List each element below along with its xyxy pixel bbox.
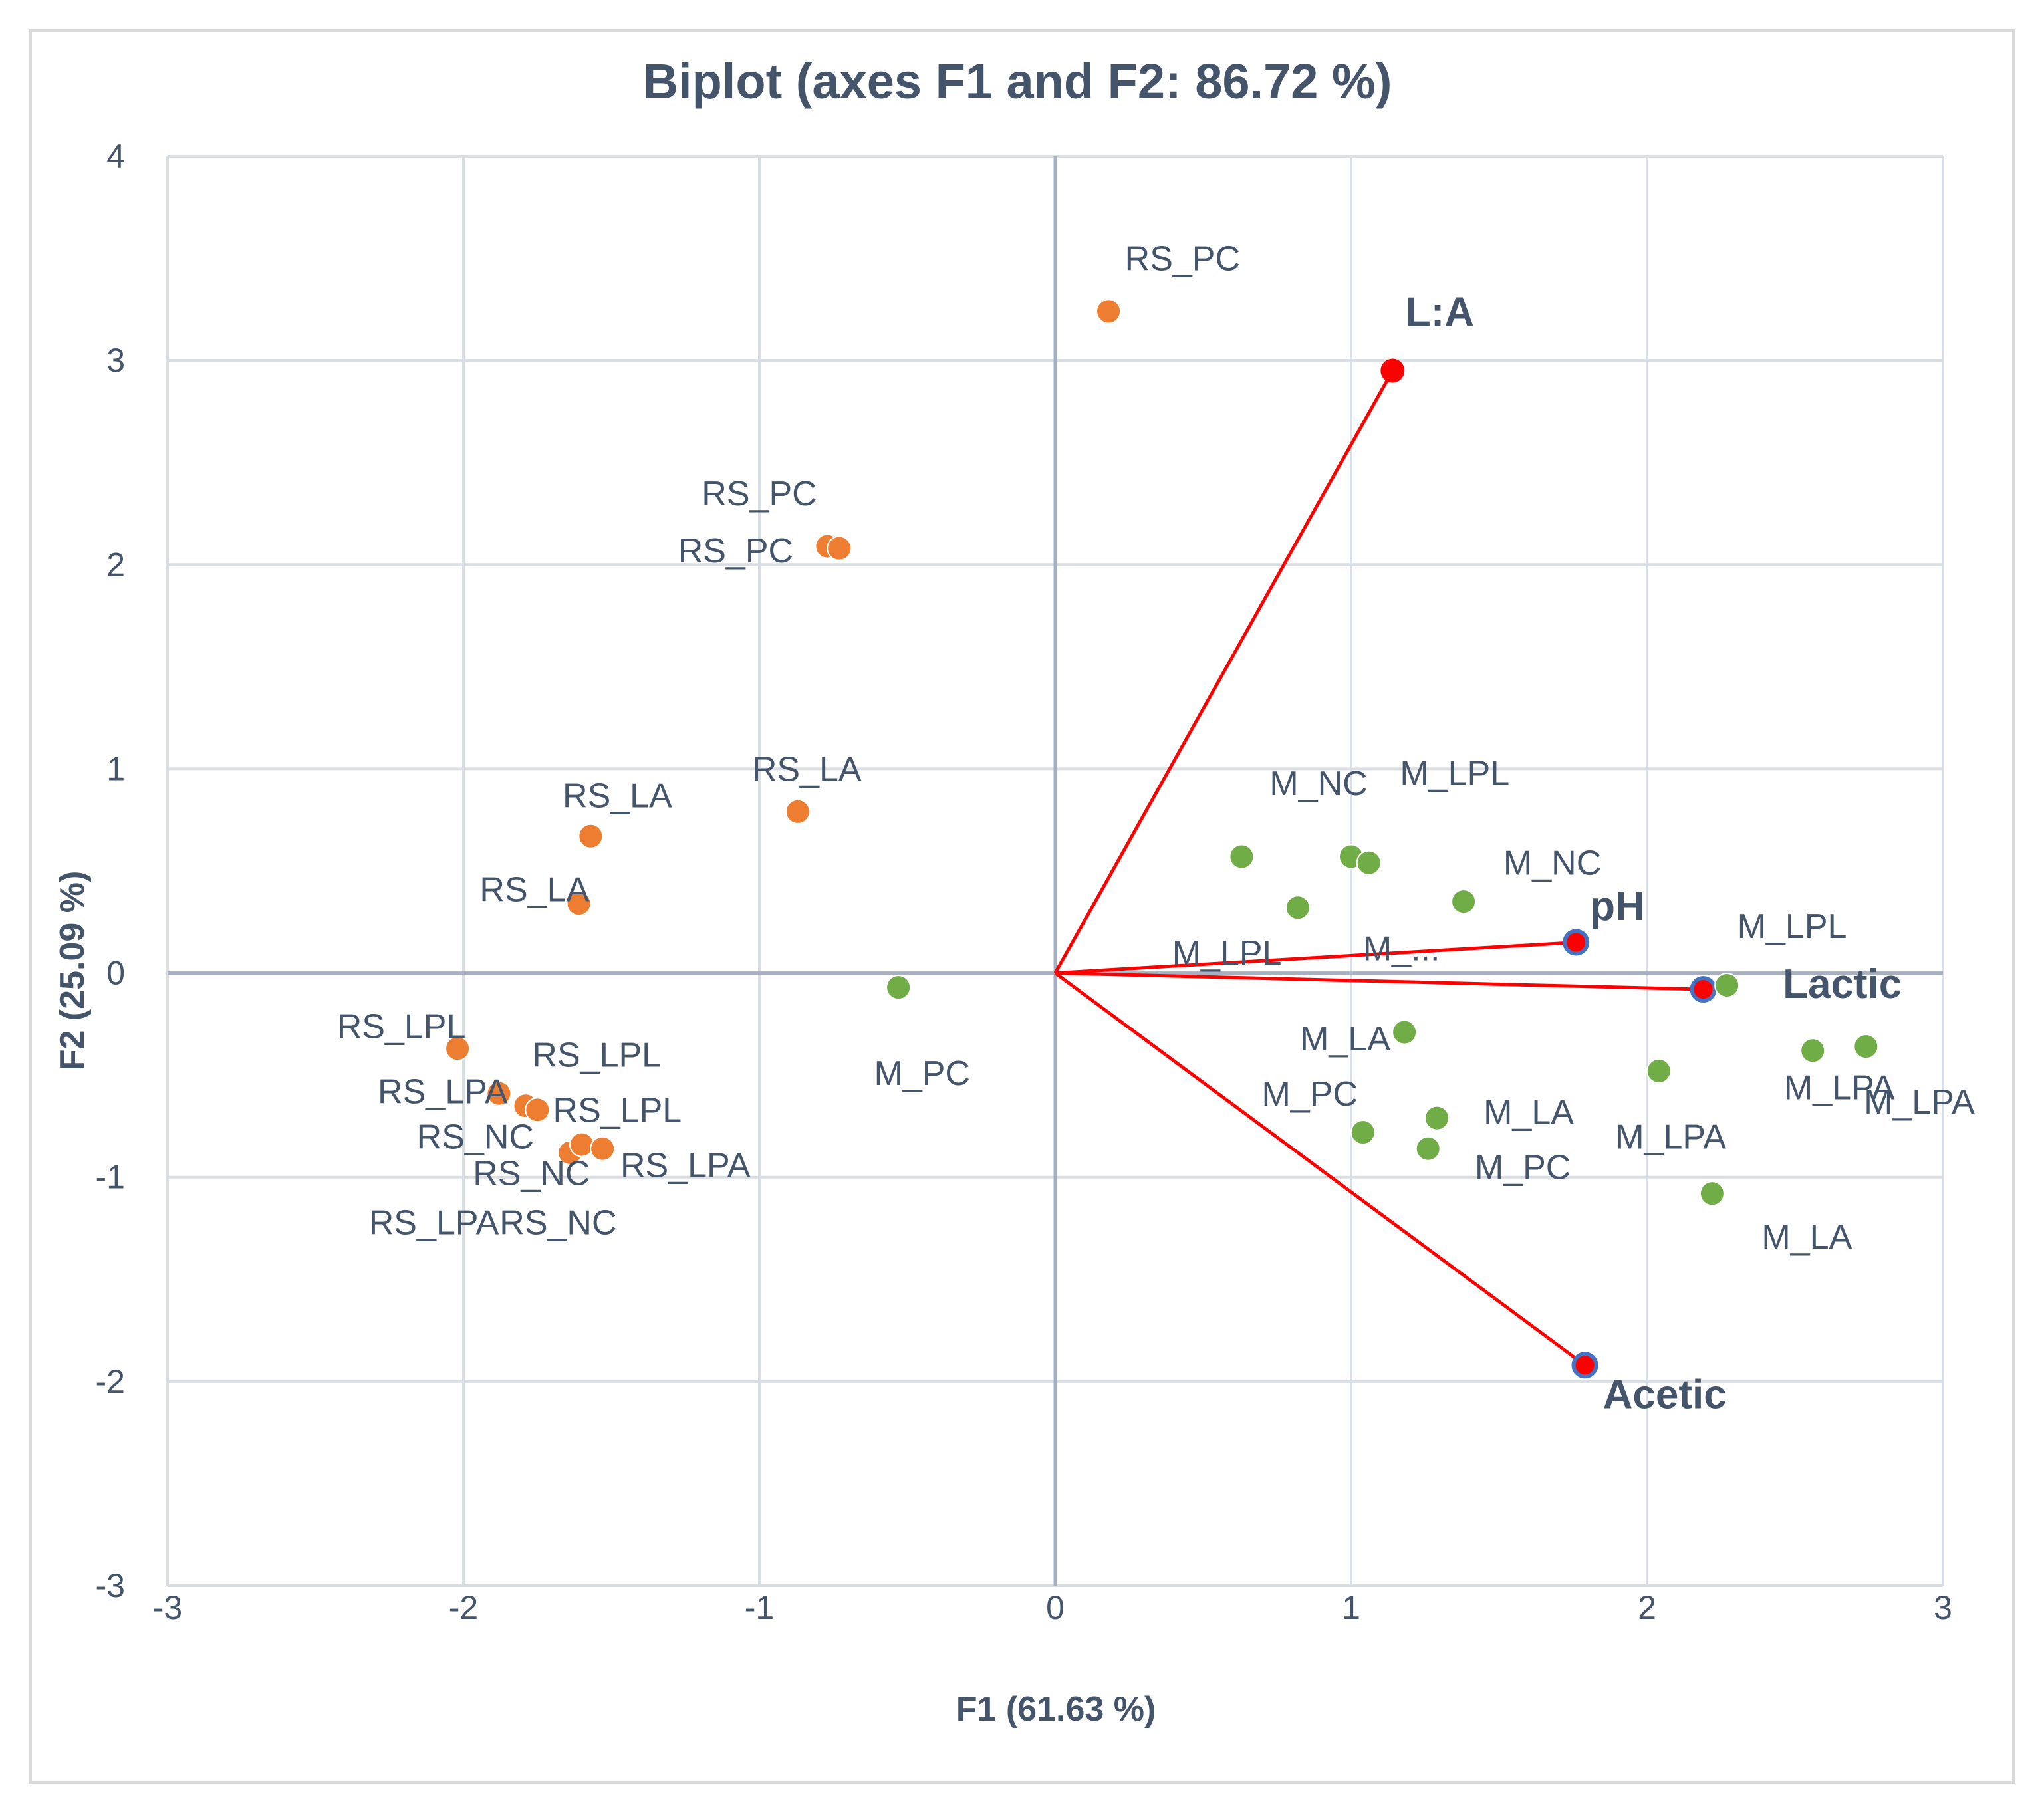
data-label: RS_PC [702,475,817,513]
y-axis-ticks: -3 -2 -1 0 1 2 3 4 [96,138,125,1604]
y-tick-label: 1 [106,750,125,787]
y-tick-label: 2 [106,546,125,583]
vector-label: L:A [1406,289,1474,335]
data-label: M_... [1363,930,1440,969]
x-tick-label: -1 [745,1589,774,1626]
y-tick-label: -3 [96,1567,125,1604]
data-point [1646,1058,1672,1084]
data-label: RS_LPL [553,1091,682,1130]
vector-label: pH [1590,884,1645,929]
data-point [1229,844,1255,870]
observation-points [445,299,1879,1207]
data-point [525,1097,551,1123]
vector-line [1053,370,1394,974]
data-label: M_LPL [1172,934,1282,973]
data-point [827,535,852,561]
data-label: M_PC [1261,1075,1357,1114]
vector-line [1055,941,1577,975]
vector-label: Acetic [1603,1372,1727,1417]
data-label: M_PC [874,1054,970,1093]
data-point [445,1036,471,1062]
x-axis-ticks: -3 -2 -1 0 1 2 3 [153,1589,1952,1626]
variable-vectors [1053,358,1717,1379]
data-point [566,891,592,917]
data-point [1415,1136,1441,1161]
data-label: M_LPA [1615,1118,1726,1156]
data-label: M_LA [1300,1020,1390,1058]
data-label: M_LPA [1864,1083,1975,1122]
data-label: M_NC [1503,844,1601,883]
data-point [1285,895,1311,921]
data-point [785,798,811,824]
y-tick-label: 3 [106,342,125,379]
vector-marker [1571,1352,1598,1379]
data-label: RS_NC [499,1203,616,1242]
y-tick-label: -1 [96,1159,125,1196]
vector-line [1054,971,1587,1367]
observation-labels: RS_PC RS_PC RS_PC RS_LA RS_LA RS_LA RS_LPL RS_L… [337,240,1975,1257]
data-point [1800,1038,1826,1064]
x-tick-label: -2 [449,1589,478,1626]
x-tick-label: 0 [1046,1589,1065,1626]
data-label: RS_LA [752,750,862,788]
data-label: M_LA [1761,1218,1852,1257]
data-label: RS_LPL [532,1036,661,1074]
data-label: RS_NC [417,1118,534,1156]
data-label: RS_PC [1125,240,1240,279]
x-tick-label: 2 [1638,1589,1656,1626]
x-axis-title: F1 (61.63 %) [956,1690,1156,1729]
data-point [1096,299,1122,324]
data-label: RS_LPL [337,1007,466,1046]
data-label: RS_NC [473,1155,590,1193]
data-label: M_LPL [1737,907,1847,946]
data-label: RS_LA [479,871,589,909]
data-label: RS_LPA [378,1073,508,1112]
data-point [1699,1181,1725,1207]
data-point [486,1080,512,1106]
variable-labels: L:A pH Lactic Acetic [1406,289,1902,1417]
data-point [1392,1019,1418,1045]
data-label: RS_LPA [369,1203,499,1242]
data-label: M_LA [1483,1093,1574,1132]
y-tick-label: -2 [96,1363,125,1400]
data-point [1451,889,1477,915]
vector-line [1055,971,1704,991]
data-point [590,1136,616,1161]
data-point [1350,1120,1376,1146]
y-tick-label: 4 [106,138,125,175]
y-axis-title: F2 (25.09 %) [53,871,92,1071]
x-tick-label: -3 [153,1589,182,1626]
data-label: M_LPA [1784,1069,1895,1108]
vector-marker [1563,929,1590,956]
vector-marker [1380,358,1405,383]
data-label: RS_PC [678,532,793,570]
chart-title: Biplot (axes F1 and F2: 86.72 %) [643,54,1392,109]
data-point [1424,1105,1450,1131]
data-label: RS_LPA [620,1146,751,1185]
x-tick-label: 3 [1934,1589,1952,1626]
data-point [578,823,604,849]
data-label: RS_LA [563,777,672,815]
data-point [1356,850,1382,876]
data-point [569,1132,594,1157]
data-label: M_LPL [1400,755,1509,793]
data-label: M_PC [1475,1148,1571,1187]
vector-label: Lactic [1783,961,1902,1007]
data-point [1714,973,1740,998]
y-tick-label: 0 [106,955,125,992]
data-point [886,975,912,1001]
chart-frame [29,29,2015,1784]
data-point [1853,1034,1879,1060]
data-label: M_NC [1269,765,1367,803]
vector-marker [1690,976,1717,1003]
x-tick-label: 1 [1342,1589,1360,1626]
